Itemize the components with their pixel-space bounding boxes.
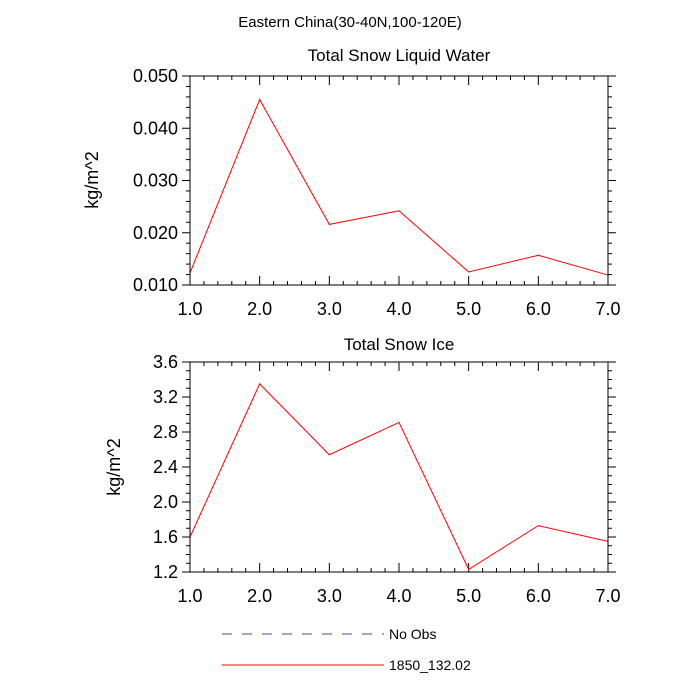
x-tick-label: 2.0 [247, 586, 272, 606]
x-tick-label: 3.0 [317, 299, 342, 319]
x-tick-label: 7.0 [595, 299, 620, 319]
legend-label-series: 1850_132.02 [389, 657, 471, 673]
x-tick-label: 4.0 [386, 586, 411, 606]
legend: No Obs 1850_132.02 [222, 626, 471, 673]
y-tick-label: 3.2 [153, 387, 178, 407]
y-tick-label: 0.030 [133, 171, 178, 191]
data-point [537, 254, 539, 256]
y-tick-label: 2.0 [153, 492, 178, 512]
y-tick-label: 0.010 [133, 275, 178, 295]
y-tick-label: 1.6 [153, 527, 178, 547]
x-tick-label: 5.0 [456, 299, 481, 319]
x-tick-label: 5.0 [456, 586, 481, 606]
chart-title: Total Snow Ice [344, 335, 455, 354]
series-line [189, 98, 609, 276]
series-line [189, 383, 609, 571]
data-point [328, 454, 330, 456]
chart-title: Total Snow Liquid Water [308, 46, 491, 65]
y-tick-label: 0.020 [133, 223, 178, 243]
chart-panel-snow-ice: Total Snow Ice kg/m^2 1.0 2.0 3.0 4.0 5.0 6.0… [104, 335, 621, 606]
y-tick-label: 0.040 [133, 118, 178, 138]
data-point [259, 383, 261, 385]
chart-panel-liquid-water: Total Snow Liquid Water kg/m^2 1.0 2.0 3.0… [82, 46, 621, 319]
y-tick-label: 2.8 [153, 422, 178, 442]
plot-frame [189, 361, 609, 573]
data-point [259, 98, 261, 101]
y-tick-label: 2.4 [153, 457, 178, 477]
y-tick-label: 1.2 [153, 562, 178, 582]
y-tick-label: 3.6 [153, 352, 178, 372]
x-tick-label: 2.0 [247, 299, 272, 319]
y-axis-label: kg/m^2 [104, 438, 124, 495]
x-tick-label: 7.0 [595, 586, 620, 606]
x-tick-label: 1.0 [177, 299, 202, 319]
data-point [468, 568, 470, 570]
axis-ticks: 1.0 2.0 3.0 4.0 5.0 6.0 7.0 0.010 0.020 0.030 0.04… [133, 66, 621, 319]
y-axis-label: kg/m^2 [82, 151, 102, 208]
x-tick-label: 4.0 [386, 299, 411, 319]
y-tick-label: 0.050 [133, 66, 178, 86]
legend-label-no-obs: No Obs [389, 626, 436, 642]
data-point [398, 421, 400, 423]
page-title: Eastern China(30-40N,100-120E) [238, 14, 461, 31]
data-point [398, 210, 400, 212]
series-marks [189, 98, 609, 276]
series-marks [189, 383, 609, 571]
x-tick-label: 1.0 [177, 586, 202, 606]
data-point [468, 271, 470, 273]
x-tick-label: 3.0 [317, 586, 342, 606]
x-tick-label: 6.0 [526, 299, 551, 319]
x-tick-label: 6.0 [526, 586, 551, 606]
data-point [328, 223, 330, 225]
data-point [537, 525, 539, 527]
axis-ticks: 1.0 2.0 3.0 4.0 5.0 6.0 7.0 1.2 1.6 2.0 2.4 2.8 3.2 3… [153, 352, 621, 606]
plot-frame [189, 75, 609, 286]
